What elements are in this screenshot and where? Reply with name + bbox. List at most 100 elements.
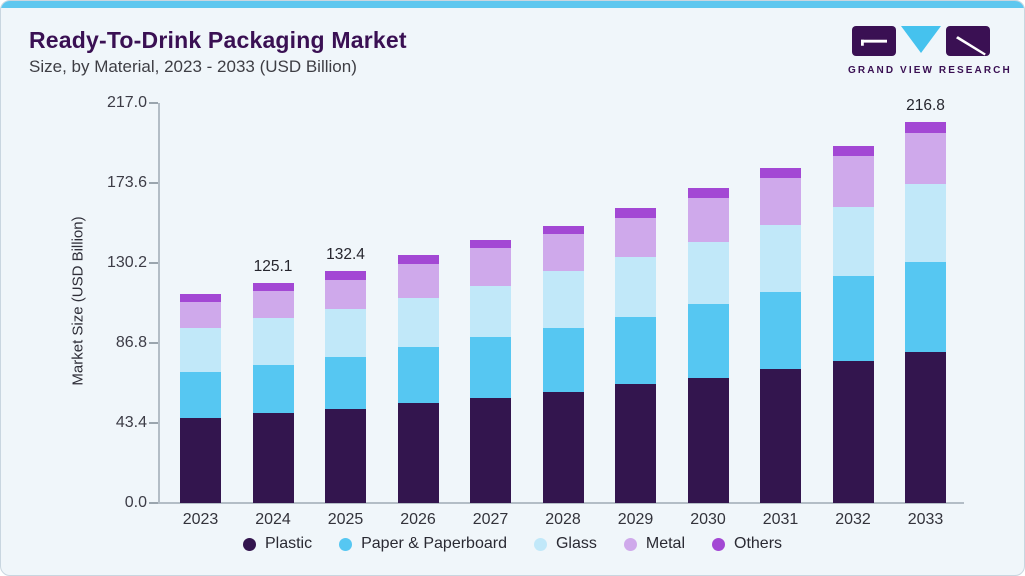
bar-segment-others-2028 (542, 225, 584, 235)
legend-dot-icon (712, 537, 725, 551)
legend-item-plastic: Plastic (242, 535, 313, 553)
y-axis-title: Market Size (USD Billion) (69, 216, 87, 386)
top-accent-bar (1, 1, 1024, 8)
bar-segment-glass-2026 (397, 297, 439, 347)
bar-segment-paper-paperboard-2033 (905, 262, 946, 352)
page-subtitle: Size, by Material, 2023 - 2033 (USD Bill… (29, 57, 357, 76)
bar-segment-paper-paperboard-2025 (325, 356, 366, 409)
bar-segment-plastic-2027 (470, 398, 511, 503)
brand-name: GRAND VIEW RESEARCH (848, 65, 1012, 76)
bar-segment-paper-paperboard-2032 (832, 275, 874, 361)
y-tick-mark (149, 342, 158, 344)
legend-dot-icon (339, 537, 353, 551)
bar-segment-plastic-2024 (252, 412, 294, 503)
bar-value-label-2024: 125.1 (253, 258, 293, 276)
bar-segment-plastic-2023 (180, 417, 221, 503)
bar-segment-paper-paperboard-2024 (252, 364, 294, 413)
bar-segment-others-2023 (180, 294, 221, 303)
bar-segment-glass-2033 (905, 184, 946, 263)
y-tick-mark (149, 422, 158, 424)
bar-value-label-2033: 216.8 (906, 97, 945, 115)
bar-segment-glass-2024 (252, 318, 294, 365)
bar-segment-paper-paperboard-2031 (760, 291, 801, 370)
y-axis-line (158, 103, 160, 503)
bar-segment-others-2024 (252, 283, 294, 292)
legend-item-others: Others (712, 535, 782, 553)
bar-segment-metal-2023 (180, 302, 221, 329)
legend-dot-icon (623, 537, 637, 551)
bar-segment-glass-2023 (180, 328, 221, 373)
bar-segment-glass-2029 (615, 257, 656, 318)
x-tick-label-2030: 2030 (690, 511, 726, 528)
x-tick-label-2023: 2023 (182, 511, 219, 528)
gvr-logo-icon (852, 26, 990, 56)
bar-segment-glass-2027 (470, 286, 511, 338)
x-tick-label-2032: 2032 (835, 511, 871, 528)
bar-segment-others-2026 (397, 255, 439, 264)
bar-segment-others-2031 (760, 168, 801, 179)
bar-segment-metal-2032 (832, 156, 874, 208)
x-tick-label-2029: 2029 (617, 511, 654, 528)
brand-logo: GRAND VIEW RESEARCH (848, 25, 1012, 76)
bar-segment-paper-paperboard-2028 (542, 328, 584, 392)
bar-segment-others-2025 (325, 270, 366, 280)
bar-segment-paper-paperboard-2030 (687, 304, 729, 379)
bar-segment-glass-2025 (325, 308, 366, 357)
y-tick-mark (149, 182, 158, 184)
bar-segment-paper-paperboard-2023 (180, 372, 221, 418)
legend-item-paper-paperboard: Paper & Paperboard (339, 535, 507, 553)
bar-segment-plastic-2033 (905, 351, 946, 503)
x-axis-line (158, 502, 965, 504)
bar-segment-others-2027 (470, 240, 511, 249)
bar-segment-metal-2024 (252, 291, 294, 319)
x-tick-label-2024: 2024 (255, 511, 291, 528)
bar-segment-glass-2028 (542, 271, 584, 329)
bar-segment-metal-2031 (760, 178, 801, 226)
bar-segment-plastic-2026 (397, 403, 439, 503)
y-tick-label: 86.8 (115, 334, 147, 351)
bar-value-label-2025: 132.4 (326, 245, 365, 263)
y-tick-label: 130.2 (106, 254, 147, 271)
bar-segment-glass-2032 (832, 207, 874, 276)
bar-segment-others-2029 (615, 207, 656, 219)
bar-segment-metal-2028 (542, 234, 584, 272)
legend-label: Others (734, 535, 783, 552)
bar-segment-metal-2029 (615, 218, 656, 258)
x-tick-label-2027: 2027 (472, 511, 509, 528)
y-tick-label: 0.0 (124, 494, 147, 511)
bar-segment-plastic-2029 (615, 384, 656, 503)
x-tick-label-2031: 2031 (762, 511, 799, 528)
bar-segment-paper-paperboard-2027 (470, 337, 511, 399)
bar-segment-glass-2031 (760, 225, 801, 292)
legend-dot-icon (242, 537, 256, 551)
bar-segment-glass-2030 (687, 242, 729, 305)
y-tick-mark (149, 262, 158, 264)
y-tick-label: 43.4 (115, 414, 147, 431)
x-tick-label-2033: 2033 (907, 511, 944, 528)
bar-segment-others-2030 (687, 187, 729, 198)
y-tick-label: 217.0 (106, 94, 147, 111)
page-title: Ready-To-Drink Packaging Market (29, 27, 407, 53)
legend-label: Paper & Paperboard (361, 535, 507, 552)
y-tick-mark (149, 102, 158, 104)
legend-label: Metal (645, 535, 685, 552)
bar-segment-plastic-2028 (542, 391, 584, 503)
bar-segment-metal-2030 (687, 197, 729, 243)
bar-segment-metal-2033 (905, 133, 946, 185)
x-tick-label-2026: 2026 (400, 511, 436, 528)
bar-segment-paper-paperboard-2026 (397, 346, 439, 404)
bar-segment-metal-2025 (325, 279, 366, 309)
legend-label: Plastic (264, 535, 313, 552)
bar-segment-plastic-2031 (760, 369, 801, 503)
bar-segment-paper-paperboard-2029 (615, 317, 656, 385)
bar-segment-others-2033 (905, 122, 946, 134)
bar-segment-plastic-2032 (832, 360, 874, 503)
bar-segment-plastic-2025 (325, 408, 366, 503)
legend-dot-icon (533, 537, 547, 551)
bar-segment-plastic-2030 (687, 378, 729, 503)
legend-item-metal: Metal (623, 535, 685, 553)
x-tick-label-2028: 2028 (545, 511, 581, 528)
bar-segment-metal-2026 (397, 263, 439, 298)
y-tick-label: 173.6 (106, 174, 147, 191)
